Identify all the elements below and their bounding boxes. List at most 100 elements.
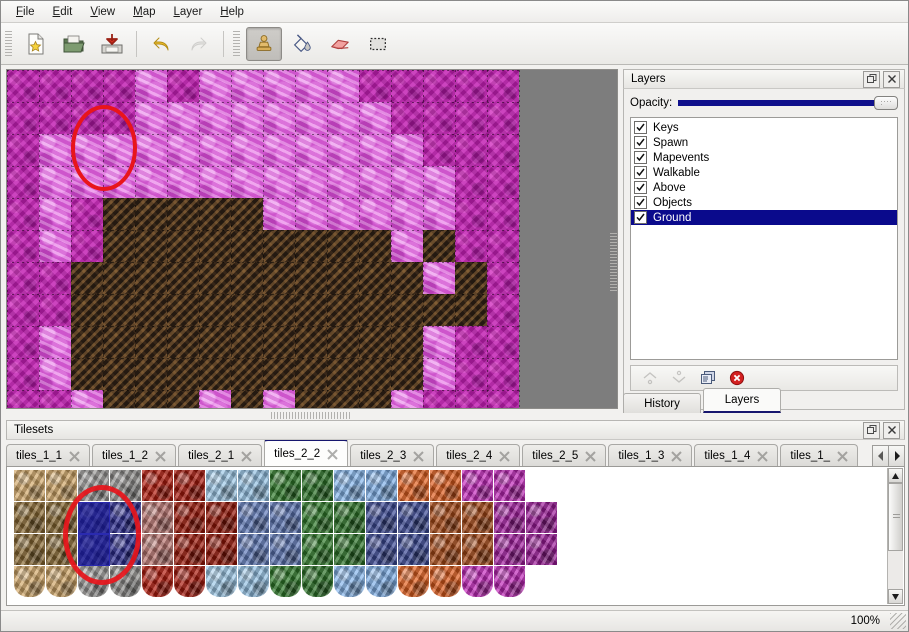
map-tile[interactable] [7, 262, 39, 294]
tileset-tile[interactable] [526, 534, 558, 566]
map-tile[interactable] [327, 358, 359, 390]
map-tile[interactable] [135, 166, 167, 198]
map-tile[interactable] [327, 198, 359, 230]
tileset-tile[interactable] [78, 470, 110, 502]
tileset-tile[interactable] [110, 566, 142, 598]
map-tile[interactable] [263, 70, 295, 102]
tileset-tile[interactable] [462, 566, 494, 598]
tileset-tile[interactable] [270, 534, 302, 566]
map-tile[interactable] [359, 198, 391, 230]
map-tile[interactable] [71, 70, 103, 102]
map-tile[interactable] [7, 198, 39, 230]
map-tile[interactable] [327, 294, 359, 326]
map-tile[interactable] [327, 166, 359, 198]
eraser-tool[interactable] [322, 27, 358, 61]
open-map-button[interactable] [56, 27, 92, 61]
tileset-tab-tiles_2_3[interactable]: tiles_2_3 [350, 444, 435, 467]
map-tile[interactable] [455, 326, 487, 358]
map-tile[interactable] [455, 390, 487, 408]
map-tile[interactable] [103, 70, 135, 102]
map-tile[interactable] [39, 166, 71, 198]
tileset-tab-tiles_1_1[interactable]: tiles_1_1 [6, 444, 91, 467]
map-tile[interactable] [359, 326, 391, 358]
map-tile[interactable] [295, 294, 327, 326]
map-tile[interactable] [295, 102, 327, 134]
map-tile[interactable] [231, 262, 263, 294]
map-tile[interactable] [423, 166, 455, 198]
map-tile[interactable] [103, 294, 135, 326]
map-tile[interactable] [231, 230, 263, 262]
tileset-tile[interactable] [110, 502, 142, 534]
tileset-tile[interactable] [302, 502, 334, 534]
map-tile[interactable] [71, 230, 103, 262]
tileset-tile[interactable] [398, 470, 430, 502]
map-tile[interactable] [391, 262, 423, 294]
tileset-tab-tiles_2_4[interactable]: tiles_2_4 [436, 444, 521, 467]
map-tile[interactable] [199, 230, 231, 262]
map-tile[interactable] [199, 134, 231, 166]
map-tile[interactable] [327, 390, 359, 408]
tileset-tile[interactable] [462, 502, 494, 534]
map-tile[interactable] [391, 230, 423, 262]
tileset-tile[interactable] [366, 502, 398, 534]
map-tile[interactable] [487, 262, 519, 294]
map-tile[interactable] [135, 262, 167, 294]
close-tileset-icon[interactable] [585, 450, 597, 462]
map-tile[interactable] [167, 198, 199, 230]
map-tile[interactable] [103, 198, 135, 230]
tileset-tab-tiles_1_[interactable]: tiles_1_ [780, 444, 859, 467]
map-tile[interactable] [39, 70, 71, 102]
map-tile[interactable] [327, 230, 359, 262]
map-tile[interactable] [359, 102, 391, 134]
close-tileset-icon[interactable] [69, 450, 80, 462]
map-tile[interactable] [391, 70, 423, 102]
map-tile[interactable] [359, 230, 391, 262]
tileset-tile[interactable] [398, 534, 430, 566]
map-tile[interactable] [167, 294, 199, 326]
map-tile[interactable] [231, 70, 263, 102]
map-tile[interactable] [263, 390, 295, 408]
close-icon[interactable] [883, 70, 900, 88]
map-tile[interactable] [295, 166, 327, 198]
delete-layer-button[interactable] [724, 366, 750, 390]
map-tile[interactable] [391, 294, 423, 326]
tileset-tile[interactable] [302, 534, 334, 566]
map-tile[interactable] [295, 70, 327, 102]
map-tile[interactable] [263, 166, 295, 198]
map-tile[interactable] [423, 70, 455, 102]
map-tile[interactable] [135, 390, 167, 408]
menu-help[interactable]: Help [220, 5, 244, 18]
map-tile[interactable] [423, 102, 455, 134]
map-tile[interactable] [263, 358, 295, 390]
tileset-tab-tiles_1_3[interactable]: tiles_1_3 [608, 444, 693, 467]
map-tile[interactable] [487, 70, 519, 102]
dock-tab-layers[interactable]: Layers [703, 388, 781, 413]
duplicate-layer-button[interactable] [695, 366, 721, 390]
map-tile[interactable] [359, 294, 391, 326]
new-map-button[interactable] [18, 27, 54, 61]
map-tile[interactable] [455, 198, 487, 230]
map-tile[interactable] [167, 70, 199, 102]
map-tile[interactable] [103, 230, 135, 262]
tileset-tile[interactable] [270, 502, 302, 534]
map-tile[interactable] [423, 230, 455, 262]
map-tile[interactable] [359, 390, 391, 408]
map-tile[interactable] [359, 70, 391, 102]
bucket-fill-tool[interactable] [284, 27, 320, 61]
tileset-tabs-scroll-right[interactable] [888, 445, 905, 467]
map-tile[interactable] [135, 230, 167, 262]
map-tile[interactable] [327, 70, 359, 102]
map-tile[interactable] [103, 166, 135, 198]
menu-file[interactable]: File [16, 5, 35, 18]
close-tileset-icon[interactable] [413, 450, 424, 462]
map-tile[interactable] [103, 358, 135, 390]
map-tile[interactable] [167, 230, 199, 262]
close-tileset-icon[interactable] [757, 450, 769, 462]
tileset-tile[interactable] [206, 502, 238, 534]
map-tile[interactable] [231, 390, 263, 408]
close-tileset-icon[interactable] [241, 450, 252, 462]
close-icon[interactable] [883, 421, 900, 439]
scrollbar-thumb[interactable] [888, 483, 903, 551]
map-tile[interactable] [231, 102, 263, 134]
menu-view[interactable]: View [90, 5, 116, 18]
